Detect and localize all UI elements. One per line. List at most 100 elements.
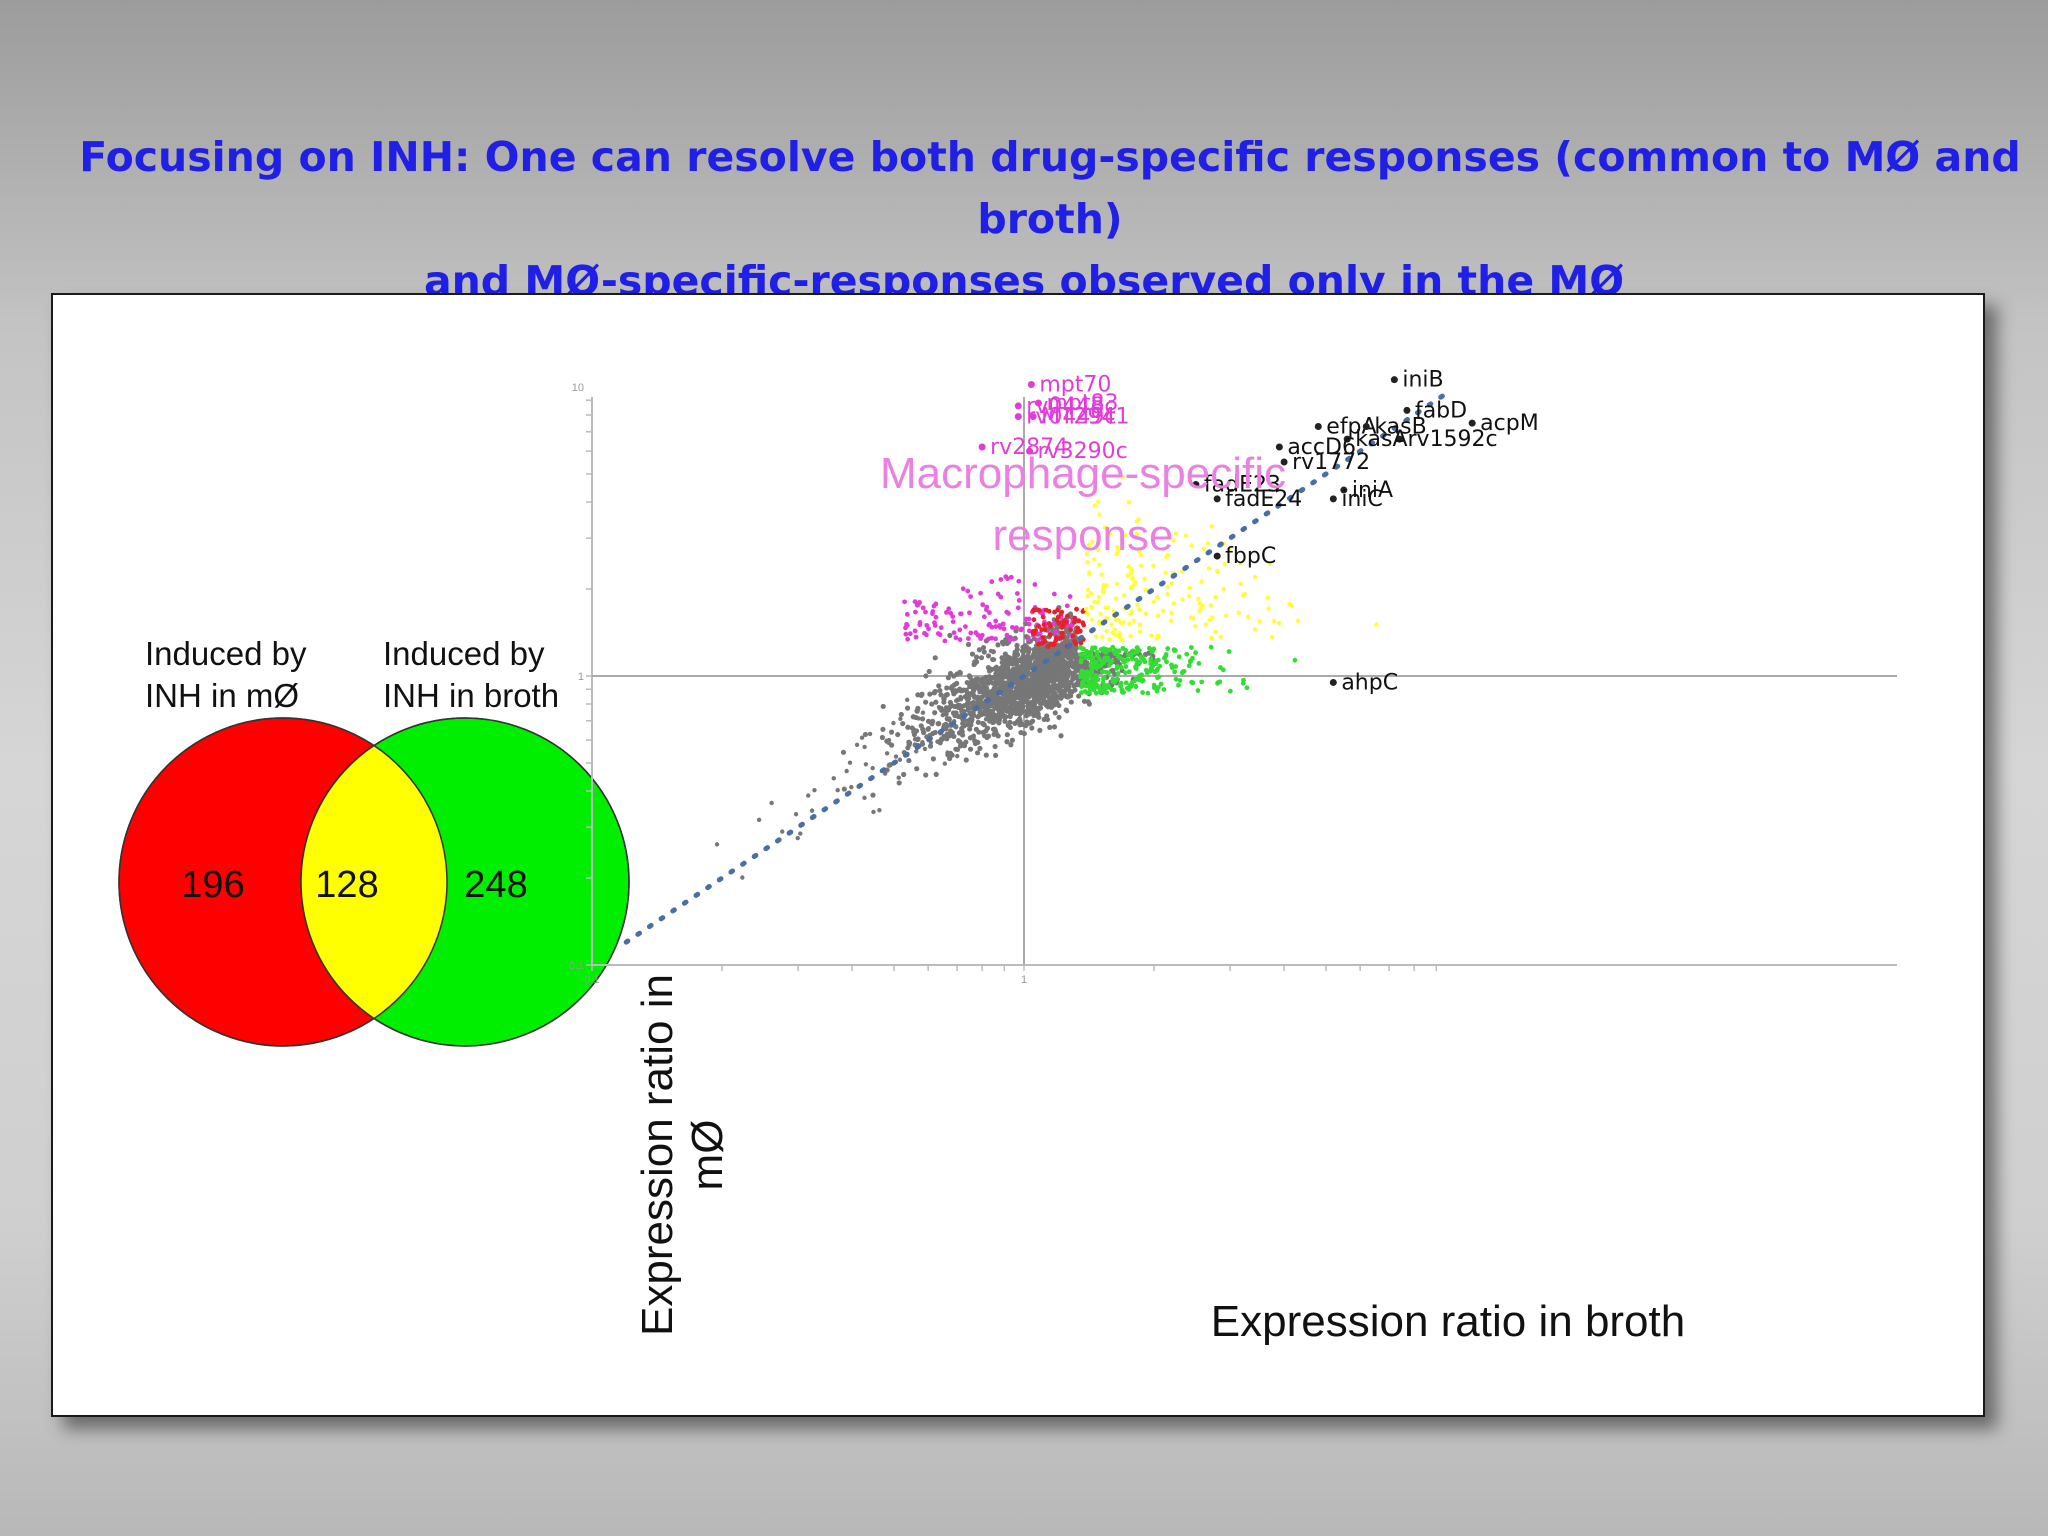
gray-point — [1008, 712, 1014, 718]
gray-point — [932, 655, 938, 661]
green-point — [1079, 673, 1085, 678]
gray-point — [756, 817, 762, 823]
green-point — [1196, 661, 1202, 666]
gray-point — [923, 673, 929, 679]
gray-point — [916, 716, 921, 721]
gray-point — [862, 744, 867, 750]
venn-right-label-line-2: INH in broth — [383, 677, 560, 714]
gray-point — [1024, 698, 1030, 704]
venn-right-label: Induced by INH in broth — [383, 633, 559, 717]
gray-point — [880, 703, 886, 710]
magenta-point — [917, 622, 923, 628]
gray-point — [1027, 671, 1033, 677]
gray-point — [945, 750, 950, 755]
green-point — [1078, 690, 1084, 696]
gray-point — [1018, 729, 1024, 736]
gray-point — [974, 677, 980, 683]
gray-point — [1064, 647, 1070, 653]
green-point — [1226, 649, 1232, 654]
magenta-point — [1026, 628, 1032, 634]
magenta-point — [1051, 591, 1057, 597]
green-point — [1133, 657, 1139, 663]
yellow-point — [1100, 587, 1106, 592]
yellow-point — [1089, 617, 1095, 622]
scatter-plot: 0.1 1 0.1 1 10 mpt70mpt83rv0448crv0449cMT294… — [569, 368, 1897, 986]
gray-point — [990, 719, 997, 725]
green-point — [1190, 655, 1195, 661]
gray-point — [984, 725, 991, 731]
magenta-point — [926, 626, 931, 632]
yellow-point — [1137, 622, 1143, 628]
yellow-point — [1223, 613, 1229, 618]
green-point — [1134, 645, 1140, 650]
gray-point — [910, 714, 916, 720]
gray-point — [1036, 695, 1042, 701]
macrophage-gene-point — [1027, 381, 1035, 389]
gray-point — [901, 771, 907, 778]
green-point — [1113, 647, 1118, 653]
green-point — [1148, 656, 1154, 662]
gray-point — [985, 733, 992, 739]
yellow-point — [1096, 547, 1101, 553]
yellow-point — [1151, 599, 1157, 604]
gray-point — [1036, 662, 1042, 668]
yellow-point — [1197, 608, 1202, 613]
green-point — [1093, 690, 1099, 696]
gray-point — [862, 731, 869, 738]
gray-point — [955, 747, 961, 753]
gray-point — [988, 666, 994, 673]
red-point — [1058, 611, 1064, 617]
yellow-point — [1137, 607, 1142, 612]
green-point — [1106, 662, 1112, 668]
gray-point — [1026, 690, 1032, 696]
gray-point — [1037, 705, 1044, 711]
green-point — [1154, 688, 1160, 694]
red-point — [1047, 632, 1053, 638]
yellow-point — [1084, 551, 1089, 557]
magenta-point — [1016, 578, 1022, 584]
red-point — [1076, 618, 1082, 624]
gray-point — [974, 750, 981, 756]
red-point — [1040, 635, 1046, 640]
yellow-point — [1193, 624, 1198, 629]
gray-point — [995, 733, 1001, 739]
yellow-point — [1133, 580, 1138, 585]
gray-point — [975, 714, 981, 720]
gray-point — [1034, 707, 1039, 712]
green-point — [1115, 671, 1121, 676]
yellow-point — [1106, 637, 1112, 642]
yellow-point — [1218, 634, 1223, 639]
common-gene-label: kasB — [1374, 414, 1426, 439]
yellow-point — [1226, 547, 1232, 552]
gray-point — [992, 694, 998, 700]
green-point — [1089, 659, 1095, 665]
green-point — [1155, 675, 1160, 681]
gray-point — [798, 831, 803, 836]
gray-point — [1002, 714, 1008, 720]
red-point — [1072, 638, 1077, 644]
venn-left-label: Induced by INH in mØ — [145, 633, 306, 717]
gray-point — [1066, 684, 1072, 690]
green-point — [1244, 685, 1250, 691]
yellow-point — [1143, 611, 1148, 616]
gray-point — [877, 808, 882, 813]
green-point — [1152, 661, 1158, 667]
yellow-point — [1374, 622, 1379, 627]
yellow-point — [1240, 592, 1246, 598]
yellow-point — [1205, 541, 1211, 546]
gray-point — [968, 722, 974, 728]
yellow-point — [1085, 587, 1091, 593]
gray-point — [951, 682, 957, 688]
gray-point — [980, 689, 986, 695]
x-axis-title: Expression ratio in broth — [1210, 1297, 1686, 1346]
macrophage-gene-label: MT2941 — [1041, 405, 1129, 430]
yellow-point — [1271, 619, 1277, 624]
common-gene-label: rv1592c — [1408, 427, 1498, 452]
common-gene-point — [1396, 435, 1404, 443]
green-point — [1133, 684, 1139, 690]
gray-point — [1062, 654, 1067, 659]
gray-point — [991, 657, 997, 662]
magenta-point — [904, 611, 910, 617]
gray-point — [941, 696, 947, 702]
